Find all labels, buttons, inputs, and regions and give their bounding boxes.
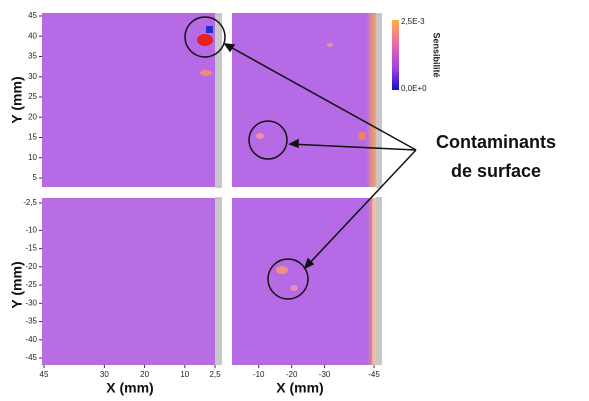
edge-strip: [366, 198, 376, 365]
y-axis-label: Y (mm): [9, 261, 25, 308]
edge-strip: [366, 13, 376, 187]
panel-top-right: [232, 13, 372, 187]
x-tick-label: 20: [140, 370, 149, 379]
spot: [200, 70, 212, 76]
y-tick-label: 30: [28, 72, 37, 81]
circle: [248, 120, 288, 160]
y-tick-label: 45: [28, 11, 37, 20]
y-tick-label: -30: [25, 298, 37, 307]
arrowhead: [223, 43, 315, 270]
x-tick-label: 30: [100, 370, 109, 379]
y-tick-label: -35: [25, 317, 37, 326]
annotation: de surface: [451, 161, 541, 181]
y-tick-label: -2,5: [23, 198, 37, 207]
y-tick-label: 10: [28, 153, 37, 162]
heatmaps: [42, 13, 382, 365]
x-tick-label: 2,5: [209, 370, 221, 379]
y-tick-label: -40: [25, 335, 37, 344]
x-tick-label: -45: [368, 370, 380, 379]
y-tick-label: 5: [33, 173, 38, 182]
colorbar-title: Sensibilité: [432, 32, 442, 77]
y-tick-label: 40: [28, 31, 37, 40]
annotation: Contaminants: [436, 132, 556, 152]
arrow: [224, 43, 417, 269]
x-tick-label: -30: [319, 370, 331, 379]
gap: [42, 188, 382, 197]
y-tick-label: 25: [28, 92, 37, 101]
panel-bottom-right: [232, 198, 372, 365]
circle: [267, 258, 309, 300]
panel-top-left: [42, 13, 215, 187]
y-tick-label: 15: [28, 133, 37, 142]
panel-bottom-left: [42, 198, 215, 365]
y-tick-label: -25: [25, 280, 37, 289]
y-tick-label: 35: [28, 52, 37, 61]
colorbar: [392, 20, 399, 90]
y-tick-label: -10: [25, 225, 37, 234]
x-axis-label: X (mm): [276, 380, 323, 396]
y-tick-label: -20: [25, 262, 37, 271]
x-axis-label: X (mm): [106, 380, 153, 396]
spot: [197, 34, 213, 46]
y-tick-label: -45: [25, 353, 37, 362]
x-tick-label: -20: [286, 370, 298, 379]
circle: [184, 16, 226, 58]
annotations: [184, 16, 417, 300]
x-tick-label: -10: [253, 370, 265, 379]
y-axis-label: Y (mm): [9, 76, 25, 123]
y-tick-label: 20: [28, 112, 37, 121]
spot: [358, 132, 366, 140]
colorbar-max: 2,5E-3: [401, 17, 425, 26]
spot: [206, 26, 213, 33]
spot: [276, 266, 288, 274]
colorbar-min: 0,0E+0: [401, 84, 427, 93]
y-tick-label: -15: [25, 244, 37, 253]
spot: [327, 43, 333, 47]
x-tick-label: 10: [180, 370, 189, 379]
x-tick-label: 45: [40, 370, 49, 379]
spot: [290, 285, 298, 291]
spot: [256, 133, 264, 139]
